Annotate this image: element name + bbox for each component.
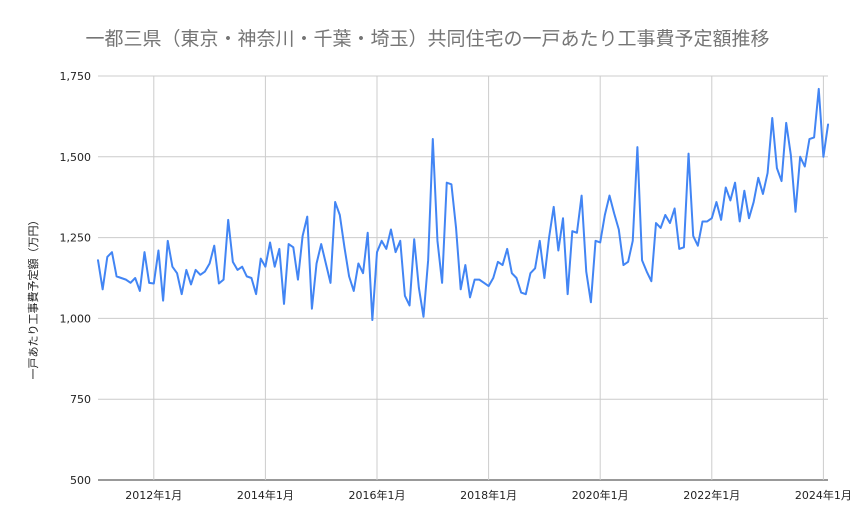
x-tick-label: 2012年1月	[125, 488, 182, 502]
y-tick-label: 1,000	[60, 312, 92, 325]
y-tick-label: 1,750	[60, 70, 92, 83]
y-tick-label: 750	[70, 393, 91, 406]
x-tick-label: 2022年1月	[683, 488, 740, 502]
x-tick-label: 2014年1月	[237, 488, 294, 502]
chart-title: 一都三県（東京・神奈川・千葉・埼玉）共同住宅の一戸あたり工事費予定額推移	[85, 28, 770, 50]
series-lines	[97, 87, 830, 322]
x-tick-label: 2024年1月	[795, 488, 852, 502]
y-axis-ticks: 500 750 1,000 1,250 1,500 1,750	[60, 70, 92, 487]
y-tick-label: 500	[70, 474, 91, 487]
x-axis-ticks: 2012年1月 2014年1月 2016年1月 2018年1月 2020年1月 2022年…	[125, 488, 852, 502]
x-tick-label: 2018年1月	[460, 488, 517, 502]
x-tick-label: 2016年1月	[349, 488, 406, 502]
series-line	[97, 87, 830, 322]
y-tick-label: 1,250	[60, 232, 92, 245]
x-tick-label: 2020年1月	[572, 488, 629, 502]
y-tick-label: 1,500	[60, 151, 92, 164]
